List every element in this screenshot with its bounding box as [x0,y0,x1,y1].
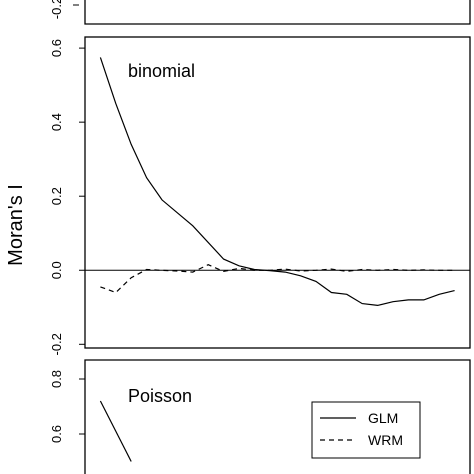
top-panel: -0.2 [49,0,471,25]
legend-box [311,401,421,459]
binomial-ytick-label: 0.0 [49,261,64,279]
binomial-ytick-label: 0.4 [49,113,64,131]
y-axis-label: Moran's I [5,184,27,266]
top-ytick-label: -0.2 [49,0,64,19]
binomial-wrm-line [100,264,455,294]
poisson-panel-title: Poisson [128,386,192,406]
legend: GLM WRM [311,401,421,459]
poisson-panel: 0.6 0.8 Poisson GLM WRM [49,359,471,474]
legend-glm-label: GLM [368,410,398,426]
binomial-y-axis: -0.2 0.0 0.2 0.4 0.6 [49,39,85,356]
legend-wrm-label: WRM [368,432,403,448]
binomial-ytick-label: -0.2 [49,333,64,355]
binomial-glm-line [99,57,455,307]
poisson-ytick-label: 0.6 [49,425,64,443]
poisson-glm-line [99,400,132,462]
binomial-ytick-label: 0.2 [49,187,64,205]
binomial-ytick-label: 0.6 [49,39,64,57]
binomial-panel: -0.2 0.0 0.2 0.4 0.6 binomial [49,36,471,356]
binomial-panel-frame [84,36,471,349]
binomial-panel-title: binomial [128,61,195,81]
poisson-ytick-label: 0.8 [49,370,64,388]
poisson-y-axis: 0.6 0.8 [49,370,85,443]
